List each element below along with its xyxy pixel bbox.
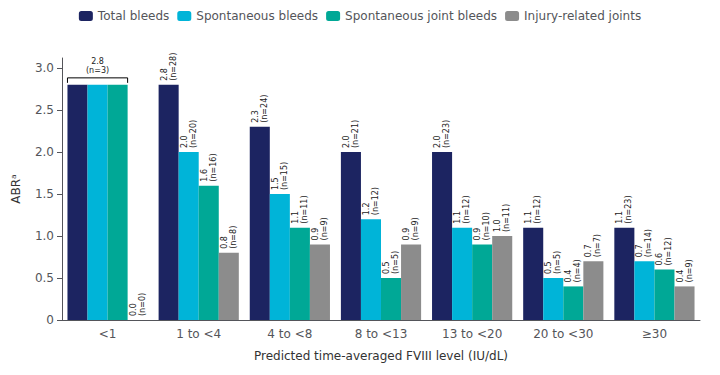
svg-text:1.2: 1.2 [362,202,371,215]
svg-text:(n=3): (n=3) [86,66,109,75]
svg-text:1.6: 1.6 [200,169,209,182]
svg-text:(n=16): (n=16) [209,153,218,181]
svg-text:(n=9): (n=9) [685,259,694,282]
svg-text:0.7: 0.7 [584,244,593,257]
svg-text:0.5: 0.5 [544,261,553,274]
svg-text:Spontaneous joint bleeds: Spontaneous joint bleeds [345,9,497,23]
svg-text:(n=12): (n=12) [533,195,542,223]
svg-text:2.5: 2.5 [35,103,54,117]
svg-text:2.3: 2.3 [251,110,260,123]
svg-text:2.0: 2.0 [342,135,351,148]
svg-text:(n=7): (n=7) [593,234,602,257]
svg-text:(n=11): (n=11) [502,204,511,232]
svg-text:2.0: 2.0 [180,135,189,148]
svg-text:(n=14): (n=14) [644,229,653,257]
svg-text:1.1: 1.1 [453,211,462,224]
svg-text:(n=8): (n=8) [229,226,238,249]
svg-text:1.1: 1.1 [524,211,533,224]
svg-text:1.1: 1.1 [291,211,300,224]
svg-text:(n=9): (n=9) [320,217,329,240]
svg-text:(n=9): (n=9) [411,217,420,240]
svg-text:(n=4): (n=4) [573,259,582,282]
svg-text:(n=23): (n=23) [442,120,451,148]
svg-text:0.9: 0.9 [402,228,411,241]
svg-text:1.5: 1.5 [35,187,54,201]
svg-text:(n=12): (n=12) [462,195,471,223]
svg-text:Spontaneous bleeds: Spontaneous bleeds [196,9,318,23]
svg-text:0.4: 0.4 [564,270,573,283]
svg-text:0.0: 0.0 [129,303,138,316]
svg-text:(n=5): (n=5) [553,251,562,274]
svg-text:0.4: 0.4 [676,270,685,283]
svg-text:2.0: 2.0 [433,135,442,148]
svg-text:(n=15): (n=15) [280,162,289,190]
svg-text:(n=23): (n=23) [624,195,633,223]
svg-text:1.1: 1.1 [615,211,624,224]
svg-text:≥30: ≥30 [642,327,667,341]
svg-text:0.5: 0.5 [35,271,54,285]
svg-text:(n=24): (n=24) [260,95,269,123]
svg-text:0.9: 0.9 [473,228,482,241]
svg-text:0.7: 0.7 [635,244,644,257]
svg-text:0.8: 0.8 [220,236,229,249]
svg-text:(n=5): (n=5) [391,251,400,274]
svg-text:0.9: 0.9 [311,228,320,241]
svg-text:13 to <20: 13 to <20 [442,327,502,341]
svg-text:ABRᵃ: ABRᵃ [9,174,23,203]
svg-text:(n=28): (n=28) [169,53,178,81]
svg-text:(n=0): (n=0) [138,293,147,316]
svg-text:(n=10): (n=10) [482,212,491,240]
svg-text:20 to <30: 20 to <30 [533,327,593,341]
svg-text:0.6: 0.6 [655,253,664,266]
svg-text:2.8: 2.8 [91,57,104,66]
svg-text:Predicted time-averaged FVIII: Predicted time-averaged FVIII level (IU/… [254,349,508,363]
svg-text:Injury-related joints: Injury-related joints [524,9,641,23]
svg-text:1.5: 1.5 [271,177,280,190]
svg-text:(n=12): (n=12) [371,187,380,215]
svg-text:0: 0 [46,313,54,327]
svg-text:2.0: 2.0 [35,145,54,159]
svg-text:8 to <13: 8 to <13 [355,327,408,341]
svg-text:1 to <4: 1 to <4 [176,327,221,341]
svg-text:<1: <1 [99,327,117,341]
svg-text:1.0: 1.0 [35,229,54,243]
svg-text:4 to <8: 4 to <8 [267,327,312,341]
svg-text:2.8: 2.8 [160,68,169,81]
svg-text:(n=11): (n=11) [300,195,309,223]
svg-text:3.0: 3.0 [35,61,54,75]
svg-text:0.5: 0.5 [382,261,391,274]
svg-text:Total bleeds: Total bleeds [97,9,169,23]
svg-text:(n=12): (n=12) [664,237,673,265]
svg-text:(n=20): (n=20) [189,120,198,148]
svg-text:(n=21): (n=21) [351,120,360,148]
svg-text:1.0: 1.0 [493,219,502,232]
